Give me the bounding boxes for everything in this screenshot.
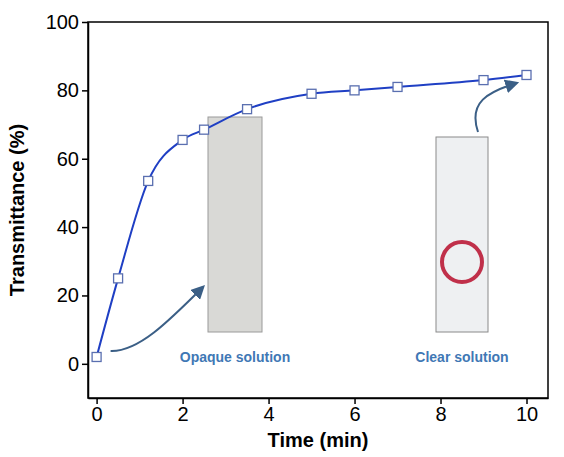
data-point [200,125,209,134]
data-point [522,70,531,79]
x-tick: 6 [349,398,360,425]
y-tick-mark [82,364,88,366]
data-point [307,89,316,98]
y-tick-mark [82,22,88,24]
x-tick-label: 4 [263,403,274,425]
y-axis-title: Transmittance (%) [6,124,28,296]
y-tick-label: 60 [57,148,79,170]
plot: 0246810020406080100Opaque solutionClear … [46,11,549,425]
y-tick: 100 [46,11,88,33]
y-tick-mark [82,158,88,160]
x-tick: 4 [263,398,274,425]
x-tick: 2 [178,398,189,425]
data-point [393,82,402,91]
y-tick-label: 40 [57,216,79,238]
annotation: Opaque solution [180,349,290,365]
y-tick-label: 80 [57,79,79,101]
marks [92,70,531,361]
x-axis: 0 2 4 6 8 10 [89,398,549,425]
x-tick-label: 6 [349,403,360,425]
y-tick: 40 [57,216,88,238]
x-tick-label: 10 [516,403,538,425]
data-line [97,75,527,357]
y-tick: 60 [57,148,88,170]
annotation: Clear solution [415,349,508,365]
data-point [178,135,187,144]
data-point [114,274,123,283]
data-point [144,176,153,185]
x-tick: 8 [435,398,446,425]
data-point [92,352,101,361]
data-point [479,76,488,85]
clear-cuvette-ring [442,242,482,282]
inset-images [208,117,488,332]
arrow [475,83,516,132]
chart: 0246810020406080100Opaque solutionClear … [0,0,564,457]
x-tick: 0 [92,398,103,425]
y-tick-mark [82,90,88,92]
x-tick: 10 [516,398,538,425]
arrow [111,287,203,351]
y-tick-label: 20 [57,284,79,306]
y-tick: 80 [57,79,88,101]
clear-cuvette [436,137,488,332]
x-tick-label: 2 [178,403,189,425]
y-tick: 20 [57,284,88,306]
plot-frame [88,22,548,398]
x-axis-title: Time (min) [268,429,369,451]
x-axis-line [89,398,549,400]
y-tick-label: 100 [46,11,79,33]
x-tick-label: 0 [92,403,103,425]
y-tick-label: 0 [68,353,79,375]
y-tick-mark [82,295,88,297]
opaque-cuvette [208,117,262,332]
data-point [350,86,359,95]
y-axis: 0 20 40 60 80 100 [46,11,89,399]
data-point [243,105,252,114]
y-tick: 0 [68,353,88,375]
y-tick-mark [82,227,88,229]
x-tick-label: 8 [435,403,446,425]
y-axis-line [88,23,90,399]
